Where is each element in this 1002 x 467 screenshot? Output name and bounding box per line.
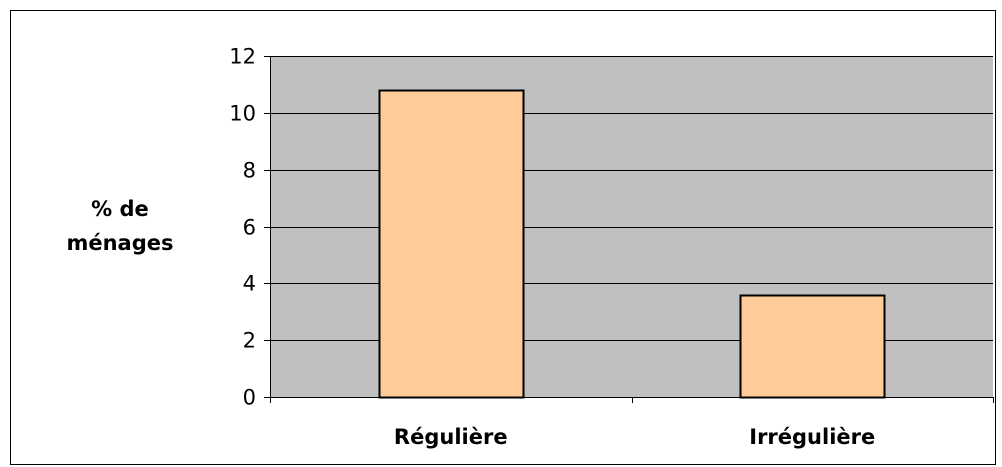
x-category-label-0: Régulière bbox=[394, 425, 508, 449]
y-tick-label-12: 12 bbox=[229, 45, 256, 69]
y-axis-title-line-1: % de bbox=[91, 197, 149, 221]
bar-0 bbox=[378, 89, 525, 399]
y-tick-label-4: 4 bbox=[243, 272, 256, 296]
axes bbox=[270, 56, 993, 398]
y-tick-label-2: 2 bbox=[243, 329, 256, 353]
y-axis-title-line-2: ménages bbox=[66, 231, 173, 255]
x-category-label-1: Irrégulière bbox=[749, 425, 875, 449]
y-axis-ticks: 0 2 4 6 8 10 12 bbox=[229, 45, 270, 410]
x-axis-ticks: Régulière Irrégulière bbox=[270, 397, 994, 449]
y-tick-label-8: 8 bbox=[243, 159, 256, 183]
y-tick-label-6: 6 bbox=[243, 216, 256, 240]
y-tick-label-10: 10 bbox=[229, 102, 256, 126]
bar-1 bbox=[739, 294, 886, 399]
y-tick-label-0: 0 bbox=[243, 386, 256, 410]
